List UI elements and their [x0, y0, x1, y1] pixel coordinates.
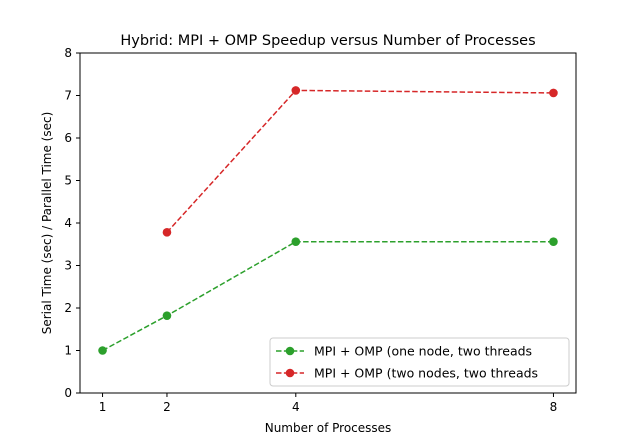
y-axis-label: Serial Time (sec) / Parallel Time (sec)	[40, 112, 54, 335]
data-point	[291, 86, 301, 95]
x-axis-label: Number of Processes	[265, 421, 392, 435]
x-tick-label: 1	[99, 400, 107, 414]
legend-marker	[285, 346, 295, 356]
legend-box	[269, 337, 570, 387]
x-tick-label: 8	[550, 400, 558, 414]
legend: MPI + OMP (one node, two threads MPI + OM…	[269, 337, 570, 387]
data-point	[291, 237, 301, 246]
data-point	[162, 311, 172, 320]
x-axis: 1 2 4 8	[99, 393, 558, 414]
series-line	[102, 240, 554, 352]
y-tick-label: 8	[64, 46, 72, 60]
x-tick-label: 4	[292, 400, 300, 414]
y-tick-label: 3	[64, 259, 72, 273]
series-layer	[98, 86, 558, 355]
y-tick-label: 0	[64, 386, 72, 400]
chart-title: Hybrid: MPI + OMP Speedup versus Number …	[120, 33, 535, 49]
data-point	[162, 228, 172, 237]
y-tick-label: 5	[64, 174, 72, 188]
y-axis: 0 1 2 3 4 5 6 7 8	[64, 46, 80, 400]
legend-label: MPI + OMP (one node, two threads	[314, 344, 532, 359]
legend-marker	[285, 368, 295, 378]
y-tick-label: 7	[64, 89, 72, 103]
legend-label: MPI + OMP (two nodes, two threads	[314, 366, 538, 381]
legend-item-1: MPI + OMP (one node, two threads	[276, 344, 532, 359]
y-tick-label: 2	[64, 301, 72, 315]
y-tick-label: 1	[64, 344, 72, 358]
x-tick-label: 2	[163, 400, 171, 414]
series-2	[162, 86, 558, 237]
legend-item-2: MPI + OMP (two nodes, two threads	[276, 366, 538, 381]
y-tick-label: 6	[64, 131, 72, 145]
y-tick-label: 4	[64, 216, 72, 230]
series-1	[98, 237, 558, 355]
data-point	[549, 88, 558, 98]
plot-area	[79, 52, 577, 394]
data-point	[549, 237, 558, 246]
data-point	[98, 346, 107, 355]
